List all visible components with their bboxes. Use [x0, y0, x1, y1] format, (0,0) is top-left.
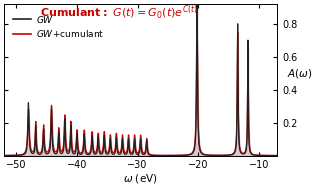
Y-axis label: $A(\omega)$: $A(\omega)$ — [287, 67, 313, 80]
Legend: $GW$, $GW\!+\!$cumulant: $GW$, $GW\!+\!$cumulant — [11, 12, 106, 41]
X-axis label: $\omega$ (eV): $\omega$ (eV) — [123, 172, 158, 185]
Text: $\mathbf{Cumulant:}\ G(t) = G_0(t)e^{C(t)}$: $\mathbf{Cumulant:}\ G(t) = G_0(t)e^{C(t… — [40, 4, 198, 22]
